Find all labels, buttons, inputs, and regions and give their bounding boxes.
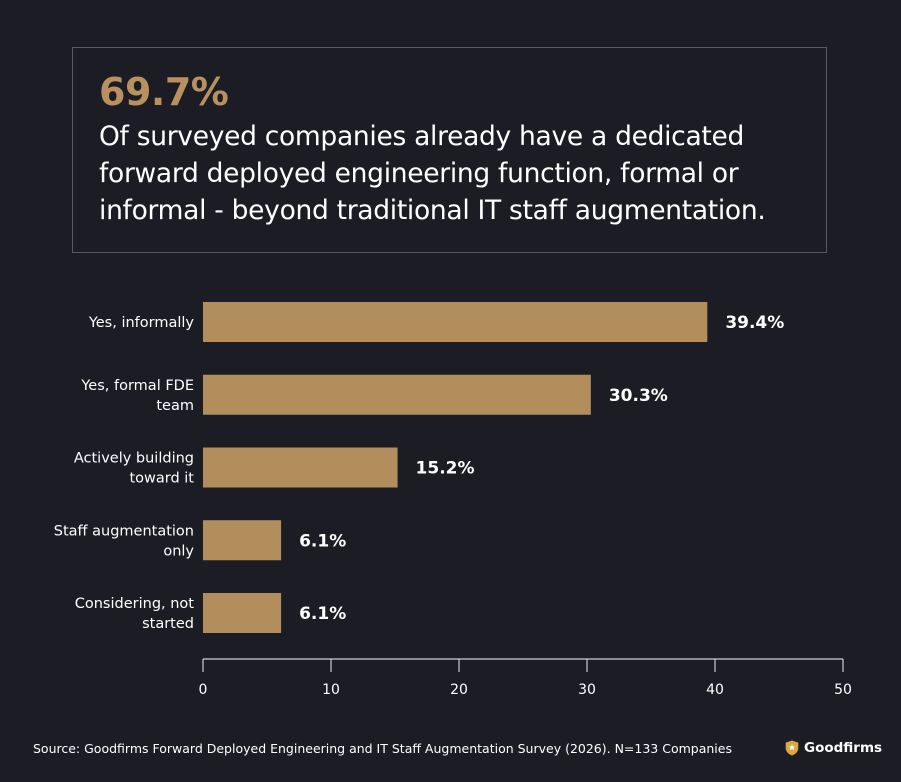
value-label: 15.2%	[416, 459, 475, 479]
bar	[203, 302, 708, 342]
x-tick-label: 10	[322, 682, 340, 698]
value-label: 6.1%	[299, 604, 346, 624]
category-label: Considering, not started	[75, 596, 195, 632]
x-tick-label: 20	[450, 682, 468, 698]
value-label: 6.1%	[299, 531, 346, 551]
brand-logo: Goodfirms	[785, 740, 882, 756]
brand-name: Goodfirms	[804, 740, 883, 756]
x-tick-label: 30	[578, 682, 596, 698]
bar	[203, 374, 591, 415]
headline-text: Of surveyed companies already have a ded…	[99, 121, 766, 226]
category-label: Yes, formal FDE team	[80, 378, 194, 414]
x-tick-label: 40	[706, 682, 724, 698]
bar	[203, 520, 282, 561]
bar	[203, 447, 398, 488]
category-label: Actively building toward it	[74, 451, 194, 487]
x-tick-label: 0	[199, 682, 208, 698]
value-label: 39.4%	[725, 313, 784, 333]
x-tick-label: 50	[834, 682, 852, 698]
callout-box: 69.7% Of surveyed companies already have…	[72, 47, 827, 253]
category-label: Yes, informally	[88, 315, 195, 331]
source-note: Source: Goodfirms Forward Deployed Engin…	[33, 741, 732, 756]
category-label: Staff augmentation only	[54, 523, 195, 559]
headline-stat: 69.7%	[99, 70, 229, 114]
bar	[203, 593, 282, 633]
shield-star-icon	[785, 740, 799, 756]
value-label: 30.3%	[609, 386, 668, 406]
